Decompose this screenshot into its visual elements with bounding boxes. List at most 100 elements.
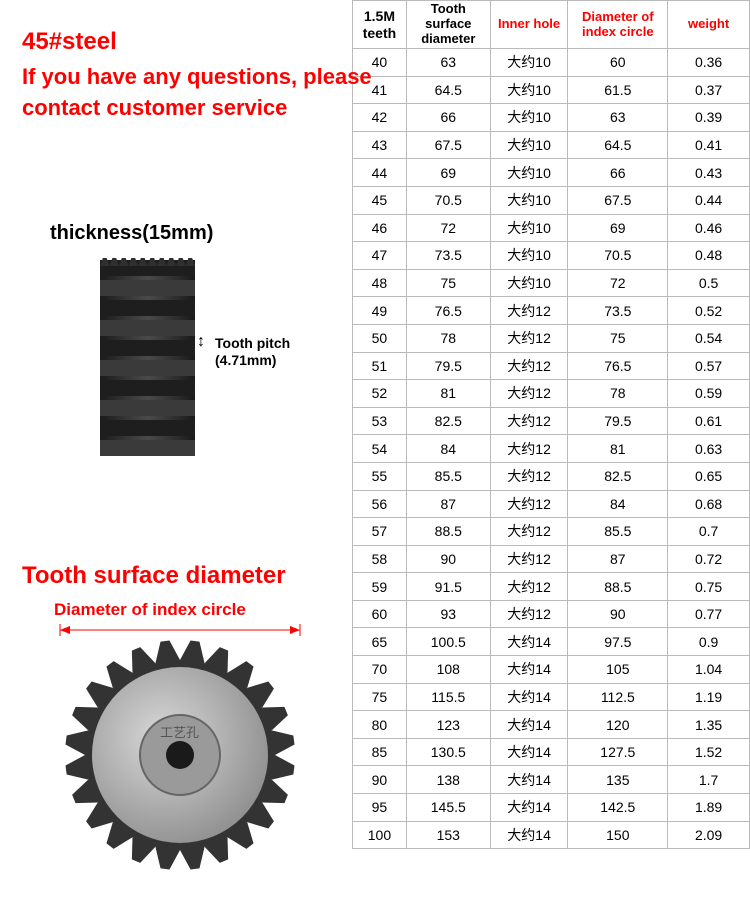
cell-ih: 大约12 xyxy=(490,435,568,463)
cell-dic: 135 xyxy=(568,766,668,794)
cell-teeth: 100 xyxy=(353,821,407,849)
cell-tsd: 75 xyxy=(406,269,490,297)
cell-ih: 大约10 xyxy=(490,159,568,187)
cell-w: 0.77 xyxy=(668,600,750,628)
cell-tsd: 69 xyxy=(406,159,490,187)
cell-ih: 大约12 xyxy=(490,462,568,490)
cell-teeth: 59 xyxy=(353,573,407,601)
cell-ih: 大约14 xyxy=(490,656,568,684)
cell-w: 0.39 xyxy=(668,104,750,132)
cell-w: 0.5 xyxy=(668,269,750,297)
cell-w: 0.75 xyxy=(668,573,750,601)
cell-ih: 大约10 xyxy=(490,242,568,270)
cell-teeth: 57 xyxy=(353,518,407,546)
cell-tsd: 72 xyxy=(406,214,490,242)
cell-ih: 大约12 xyxy=(490,297,568,325)
cell-dic: 79.5 xyxy=(568,407,668,435)
cell-ih: 大约10 xyxy=(490,186,568,214)
cell-teeth: 85 xyxy=(353,738,407,766)
cell-tsd: 76.5 xyxy=(406,297,490,325)
cell-teeth: 47 xyxy=(353,242,407,270)
cell-teeth: 65 xyxy=(353,628,407,656)
cell-tsd: 78 xyxy=(406,324,490,352)
table-row: 95145.5大约14142.51.89 xyxy=(353,794,750,822)
cell-w: 0.63 xyxy=(668,435,750,463)
cell-tsd: 93 xyxy=(406,600,490,628)
cell-tsd: 73.5 xyxy=(406,242,490,270)
cell-tsd: 138 xyxy=(406,766,490,794)
cell-w: 0.7 xyxy=(668,518,750,546)
cell-teeth: 50 xyxy=(353,324,407,352)
cell-teeth: 43 xyxy=(353,131,407,159)
header-teeth: 1.5M teeth xyxy=(353,1,407,49)
table-row: 4773.5大约1070.50.48 xyxy=(353,242,750,270)
cell-ih: 大约14 xyxy=(490,683,568,711)
cell-w: 0.44 xyxy=(668,186,750,214)
cell-w: 0.48 xyxy=(668,242,750,270)
table-row: 5281大约12780.59 xyxy=(353,380,750,408)
table-row: 70108大约141051.04 xyxy=(353,656,750,684)
cell-teeth: 48 xyxy=(353,269,407,297)
cell-ih: 大约12 xyxy=(490,490,568,518)
cell-ih: 大约12 xyxy=(490,518,568,546)
cell-tsd: 87 xyxy=(406,490,490,518)
header-index-circle: Diameter of index circle xyxy=(568,1,668,49)
table-row: 5788.5大约1285.50.7 xyxy=(353,518,750,546)
cell-w: 1.19 xyxy=(668,683,750,711)
cell-ih: 大约14 xyxy=(490,628,568,656)
cell-dic: 88.5 xyxy=(568,573,668,601)
cell-dic: 66 xyxy=(568,159,668,187)
cell-dic: 85.5 xyxy=(568,518,668,546)
cell-ih: 大约14 xyxy=(490,821,568,849)
cell-ih: 大约14 xyxy=(490,738,568,766)
cell-dic: 61.5 xyxy=(568,76,668,104)
table-row: 6093大约12900.77 xyxy=(353,600,750,628)
cell-dic: 60 xyxy=(568,49,668,77)
cell-ih: 大约10 xyxy=(490,214,568,242)
cell-dic: 72 xyxy=(568,269,668,297)
cell-dic: 76.5 xyxy=(568,352,668,380)
cell-teeth: 51 xyxy=(353,352,407,380)
cell-tsd: 153 xyxy=(406,821,490,849)
cell-w: 0.37 xyxy=(668,76,750,104)
cell-teeth: 75 xyxy=(353,683,407,711)
cell-tsd: 67.5 xyxy=(406,131,490,159)
cell-teeth: 58 xyxy=(353,545,407,573)
tooth-surface-diameter-label: Tooth surface diameter xyxy=(22,562,286,590)
cell-dic: 69 xyxy=(568,214,668,242)
cell-teeth: 90 xyxy=(353,766,407,794)
cell-dic: 64.5 xyxy=(568,131,668,159)
cell-w: 0.52 xyxy=(668,297,750,325)
header-inner-hole: Inner hole xyxy=(490,1,568,49)
cell-tsd: 81 xyxy=(406,380,490,408)
table-row: 5078大约12750.54 xyxy=(353,324,750,352)
cell-tsd: 70.5 xyxy=(406,186,490,214)
cell-teeth: 44 xyxy=(353,159,407,187)
cell-ih: 大约12 xyxy=(490,407,568,435)
subtitle-text: If you have any questions, please contac… xyxy=(22,62,422,124)
cell-ih: 大约14 xyxy=(490,766,568,794)
cell-teeth: 80 xyxy=(353,711,407,739)
cell-w: 0.57 xyxy=(668,352,750,380)
cell-teeth: 46 xyxy=(353,214,407,242)
cell-ih: 大约12 xyxy=(490,545,568,573)
cell-tsd: 130.5 xyxy=(406,738,490,766)
cell-dic: 81 xyxy=(568,435,668,463)
cell-w: 0.61 xyxy=(668,407,750,435)
cell-teeth: 45 xyxy=(353,186,407,214)
cell-ih: 大约10 xyxy=(490,104,568,132)
table-row: 5484大约12810.63 xyxy=(353,435,750,463)
gear-front-view xyxy=(50,620,310,880)
cell-dic: 78 xyxy=(568,380,668,408)
cell-tsd: 90 xyxy=(406,545,490,573)
table-body: 4063大约10600.364164.5大约1061.50.374266大约10… xyxy=(353,49,750,849)
spec-table-wrap: 1.5M teeth Tooth surface diameter Inner … xyxy=(352,0,750,849)
cell-tsd: 108 xyxy=(406,656,490,684)
cell-ih: 大约10 xyxy=(490,76,568,104)
header-weight: weight xyxy=(668,1,750,49)
cell-dic: 112.5 xyxy=(568,683,668,711)
table-row: 5890大约12870.72 xyxy=(353,545,750,573)
cell-w: 0.46 xyxy=(668,214,750,242)
table-row: 5179.5大约1276.50.57 xyxy=(353,352,750,380)
cell-ih: 大约10 xyxy=(490,131,568,159)
